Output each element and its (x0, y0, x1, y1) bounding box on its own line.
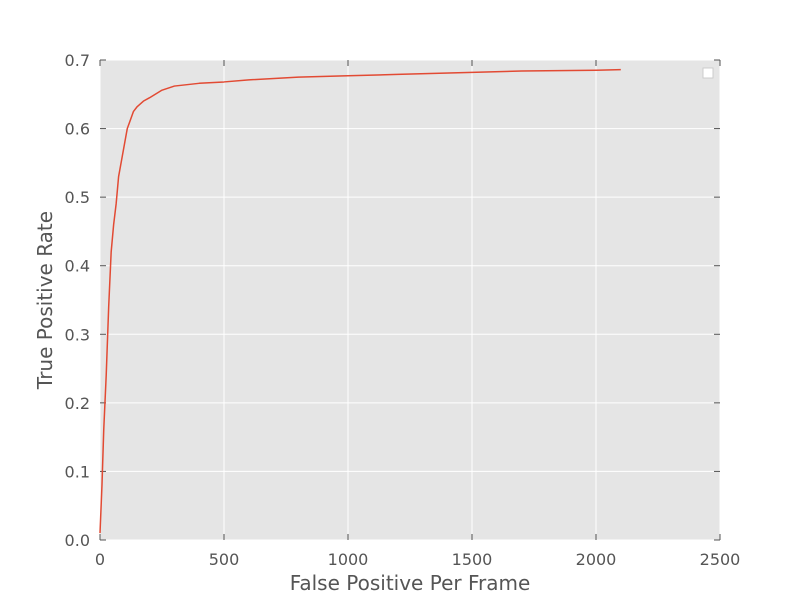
x-tick-label: 1000 (328, 550, 369, 569)
plot-area (100, 60, 720, 540)
x-tick-label: 2000 (576, 550, 617, 569)
x-tick-label: 1500 (452, 550, 493, 569)
y-axis-label: True Positive Rate (33, 211, 57, 390)
y-tick-label: 0.7 (65, 51, 90, 70)
y-tick-label: 0.5 (65, 188, 90, 207)
x-tick-label: 0 (95, 550, 105, 569)
tick-labels: 0 500 1000 1500 2000 2500 0.0 0.1 0.2 0.3 0.4 0.5 0.… (65, 51, 741, 569)
y-tick-label: 0.6 (65, 120, 90, 139)
y-tick-label: 0.0 (65, 531, 90, 550)
y-tick-label: 0.4 (65, 257, 90, 276)
series-line (99, 68, 621, 534)
x-tick-label: 2500 (700, 550, 741, 569)
grid-lines (99, 59, 721, 541)
x-tick-label: 500 (209, 550, 240, 569)
y-tick-label: 0.2 (65, 394, 90, 413)
axis-ticks (99, 59, 721, 541)
series-layer (99, 68, 621, 534)
x-axis-label: False Positive Per Frame (290, 571, 531, 595)
y-tick-label: 0.1 (65, 462, 90, 481)
legend-box (702, 67, 714, 79)
y-tick-label: 0.3 (65, 325, 90, 344)
